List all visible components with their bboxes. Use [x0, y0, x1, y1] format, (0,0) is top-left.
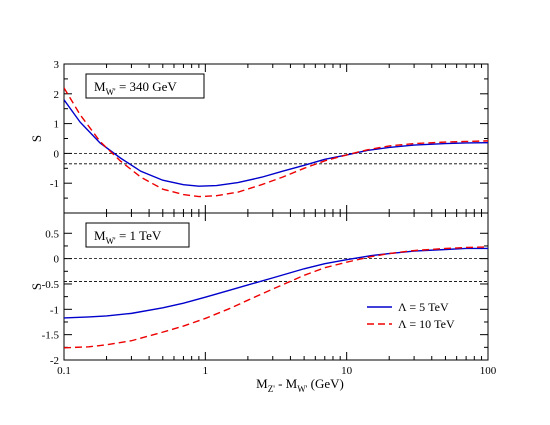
mass-label-box: MW' = 1 TeV [85, 222, 190, 248]
y-tick-label: -1 [50, 178, 59, 190]
x-tick-label: 100 [480, 365, 497, 377]
y-tick-label: -2 [50, 355, 59, 367]
legend-label: Λ = 5 TeV [398, 300, 449, 314]
mass-label-box: MW' = 340 GeV [85, 73, 205, 99]
y-axis-title: S [29, 135, 44, 142]
panel-frame [63, 212, 489, 361]
mass-label-frame [85, 222, 190, 248]
y-tick-label: 0.5 [45, 228, 59, 240]
x-tick-label: 1 [203, 365, 209, 377]
y-tick-label: 1 [54, 119, 60, 131]
mass-label: MW' = 1 TeV [94, 228, 162, 246]
series-line [64, 87, 488, 198]
legend-label: Λ = 10 TeV [398, 317, 455, 331]
mass-label: MW' = 340 GeV [94, 79, 177, 97]
y-tick-label: 0 [54, 254, 60, 266]
x-tick-label: 10 [341, 365, 353, 377]
series-line [64, 99, 488, 187]
y-tick-label: 2 [54, 89, 60, 101]
series-line [64, 246, 488, 349]
y-axis-title: S [29, 283, 44, 290]
bottom-panel: 0.5 0 -0.5 -1 -1.5 -2 S MW' = 1 TeV [29, 212, 489, 367]
x-axis-title: MZ' - MW' (GeV) [256, 376, 344, 394]
x-tick-label: 0.1 [57, 365, 71, 377]
series-group [64, 246, 488, 349]
y-tick-label: 3 [54, 59, 60, 71]
series-group [64, 87, 488, 198]
mass-label-frame [85, 73, 205, 99]
x-axis-tick-labels: 0.1 1 10 100 [57, 365, 497, 377]
legend: Λ = 5 TeV Λ = 10 TeV [367, 300, 455, 331]
y-tick-label: -0.5 [42, 279, 60, 291]
y-tick-label: -1 [50, 304, 59, 316]
y-tick-label: 0 [54, 148, 60, 160]
top-panel: 3 2 1 0 -1 S MW' = 340 GeV [29, 59, 489, 214]
y-tick-label: -1.5 [42, 330, 60, 342]
